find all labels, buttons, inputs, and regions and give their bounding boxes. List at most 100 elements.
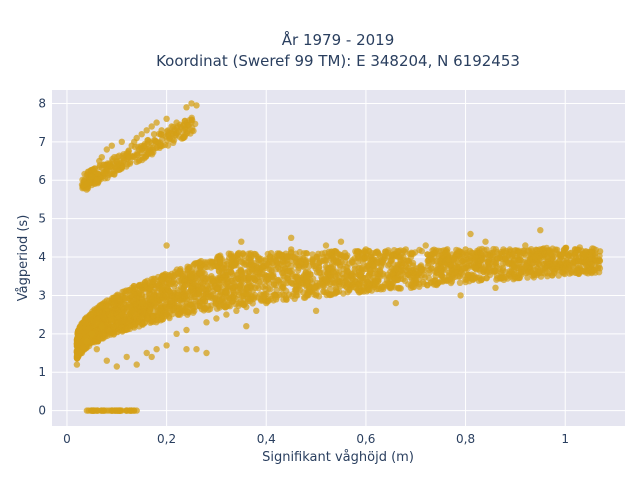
data-point (111, 154, 118, 161)
data-point (198, 269, 205, 276)
data-point (183, 346, 190, 353)
y-tick-label: 1 (38, 365, 46, 379)
data-point (83, 338, 91, 345)
data-point (343, 273, 350, 280)
data-point (170, 139, 177, 146)
data-point (132, 301, 139, 308)
data-point (505, 259, 512, 267)
data-point (492, 284, 499, 291)
data-point (233, 307, 240, 314)
data-point (313, 279, 321, 287)
data-point (457, 254, 464, 261)
data-point (133, 407, 140, 414)
y-tick-label: 8 (38, 96, 46, 110)
data-point (384, 279, 391, 287)
x-tick-label: 0,2 (157, 432, 176, 446)
data-point (412, 276, 419, 284)
data-point (351, 266, 358, 273)
data-point (438, 271, 445, 278)
data-point (274, 277, 281, 284)
data-point (203, 319, 210, 326)
data-point (131, 138, 138, 145)
x-axis-ticks: 0 0,2 0,4 0,6 0,8 1 (63, 432, 569, 446)
x-tick-label: 0,8 (456, 432, 475, 446)
data-point (113, 363, 121, 370)
data-point (153, 346, 160, 353)
data-point (522, 242, 529, 249)
data-point (492, 267, 499, 275)
data-point (91, 165, 98, 172)
data-point (433, 258, 440, 265)
data-point (183, 326, 190, 334)
x-tick-label: 1 (561, 432, 569, 446)
data-point (502, 250, 509, 257)
data-point (133, 361, 140, 368)
data-point (128, 307, 135, 314)
data-point (409, 250, 417, 258)
data-point (327, 252, 334, 259)
data-point (195, 287, 202, 294)
data-point (517, 256, 524, 264)
data-point (197, 257, 205, 265)
data-point (412, 271, 419, 278)
data-point (199, 299, 206, 307)
data-point (492, 261, 499, 268)
data-point (181, 133, 188, 141)
data-point (128, 407, 135, 414)
data-point (222, 288, 230, 295)
y-tick-label: 3 (38, 288, 46, 302)
data-point (515, 247, 522, 254)
data-point (279, 251, 286, 259)
data-point (139, 321, 146, 328)
data-point (418, 272, 425, 279)
data-point (576, 244, 583, 251)
data-point (203, 259, 211, 266)
data-point (306, 288, 313, 295)
data-point (297, 258, 304, 265)
data-point (246, 273, 253, 281)
data-point (174, 292, 182, 299)
data-point (312, 292, 320, 299)
data-point (313, 253, 320, 260)
data-point (302, 250, 310, 257)
data-point (522, 262, 530, 270)
data-point (238, 269, 245, 276)
data-point (118, 163, 126, 170)
data-point (104, 174, 111, 182)
data-point (320, 269, 327, 276)
data-point (73, 361, 81, 368)
data-point (136, 146, 143, 153)
data-point (121, 316, 128, 324)
data-point (511, 274, 518, 282)
data-point (330, 268, 337, 276)
data-point (442, 250, 449, 257)
data-point (382, 250, 389, 257)
data-point (193, 346, 200, 353)
data-point (482, 238, 489, 245)
y-tick-label: 2 (38, 327, 46, 341)
data-point (332, 288, 340, 295)
y-tick-label: 6 (38, 173, 46, 187)
data-point (269, 259, 276, 267)
data-point (238, 238, 245, 245)
data-point (152, 138, 160, 145)
data-point (178, 276, 185, 284)
data-point (398, 272, 405, 279)
data-point (321, 257, 328, 264)
data-point (464, 265, 472, 272)
data-point (93, 346, 101, 353)
data-point (210, 291, 217, 298)
data-point (124, 161, 131, 168)
data-point (158, 284, 165, 291)
data-point (532, 253, 539, 261)
data-point (362, 246, 370, 253)
data-point (587, 266, 594, 273)
data-point (392, 276, 399, 284)
data-point (556, 261, 564, 268)
data-point (187, 130, 194, 137)
data-point (164, 142, 172, 149)
data-point (123, 407, 130, 414)
data-point (168, 280, 175, 288)
data-point (483, 246, 490, 253)
